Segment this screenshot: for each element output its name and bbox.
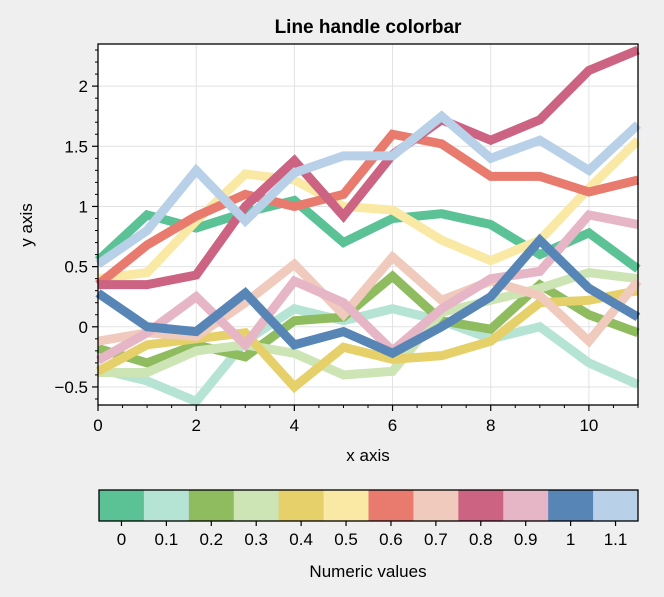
y-tick-label: 2 <box>79 77 88 96</box>
colorbar-segment-9 <box>503 490 549 521</box>
colorbar-frame <box>98 489 639 522</box>
colorbar-segment-8 <box>458 490 504 521</box>
series-line-3 <box>98 268 639 380</box>
colorbar-tick-label: 0.5 <box>334 530 358 549</box>
x-tick-label: 4 <box>290 416 299 435</box>
colorbar-tick-label: 1 <box>566 530 575 549</box>
colorbar-segment-6 <box>368 490 414 521</box>
colorbar: 0 0.1 0.2 0.3 0.4 0.5 0.6 0.7 0.8 0.9 1 1.1 <box>98 489 639 549</box>
colorbar-segment-7 <box>413 490 459 521</box>
series-line-7 <box>97 250 642 348</box>
x-axis-label: x axis <box>346 446 389 465</box>
y-tick-label: 0.5 <box>64 258 88 277</box>
colorbar-tick-label: 0.1 <box>155 530 179 549</box>
series-line-6 <box>95 129 640 289</box>
colorbar-segment-11 <box>593 490 639 521</box>
x-axis-ticks: 0 2 4 6 8 10 <box>93 405 639 435</box>
colorbar-tick-label: 0.3 <box>244 530 268 549</box>
y-tick-label: 1.5 <box>64 137 88 156</box>
y-axis-ticks: −0.5 0 0.5 1 1.5 2 <box>54 49 98 400</box>
series-line-9 <box>95 209 639 365</box>
colorbar-segment-0 <box>99 490 145 521</box>
series-line-1 <box>96 303 640 407</box>
colorbar-tick-label: 0.9 <box>514 530 538 549</box>
x-tick-label: 10 <box>579 416 598 435</box>
colorbar-segment-2 <box>188 490 235 521</box>
colorbar-segment-1 <box>143 490 190 521</box>
series-line-11 <box>95 110 642 268</box>
x-tick-label: 8 <box>486 416 495 435</box>
y-tick-label: 0 <box>79 318 88 337</box>
y-tick-label: 1 <box>79 197 88 216</box>
x-tick-label: 6 <box>388 416 397 435</box>
colorbar-label: Numeric values <box>309 562 426 581</box>
series-line-10 <box>95 233 641 359</box>
colorbar-tick-label: 0.7 <box>424 530 448 549</box>
series-line-8 <box>98 45 640 290</box>
y-axis-label: y axis <box>17 203 36 246</box>
colorbar-segment-10 <box>548 490 594 521</box>
y-tick-label: −0.5 <box>54 378 88 397</box>
colorbar-segment-3 <box>233 490 280 521</box>
x-tick-label: 0 <box>93 416 102 435</box>
x-tick-label: 2 <box>191 416 200 435</box>
colorbar-tick-label: 0.8 <box>469 530 493 549</box>
colorbar-segment-4 <box>278 490 324 521</box>
colorbar-tick-label: 0.2 <box>199 530 223 549</box>
lines-group <box>94 45 642 407</box>
colorbar-tick-label: 1.1 <box>604 530 628 549</box>
colorbar-tick-label: 0.4 <box>289 530 313 549</box>
series-line-5 <box>97 137 642 284</box>
colorbar-segment-5 <box>323 490 369 521</box>
chart-title: Line handle colorbar <box>275 17 462 38</box>
colorbar-tick-label: 0 <box>117 530 126 549</box>
colorbar-tick-label: 0.6 <box>379 530 403 549</box>
